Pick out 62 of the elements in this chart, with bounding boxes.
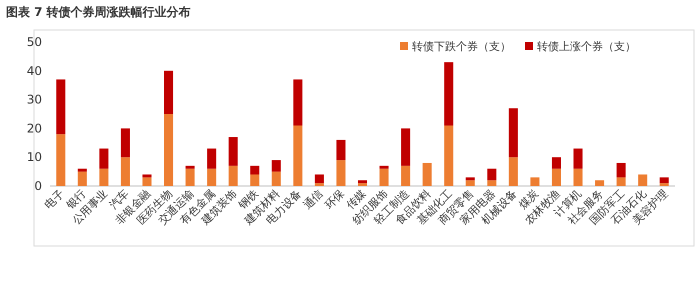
bar — [422, 162, 432, 186]
bar — [616, 177, 626, 186]
y-tick-label: 50 — [26, 35, 42, 49]
bar — [530, 177, 540, 186]
bar — [595, 180, 604, 186]
y-tick-label: 20 — [26, 121, 42, 136]
bar — [336, 160, 346, 186]
bar — [164, 70, 174, 114]
bar — [358, 180, 368, 184]
bar — [142, 177, 152, 186]
bar — [336, 140, 346, 160]
bar — [401, 128, 410, 166]
bar — [272, 172, 281, 186]
bar — [164, 114, 174, 186]
bar — [250, 174, 260, 186]
bar — [508, 108, 518, 158]
bar — [99, 148, 108, 169]
bar — [120, 157, 130, 186]
bar — [207, 148, 216, 169]
y-tick-label: 10 — [26, 150, 42, 164]
bar — [207, 168, 216, 186]
chart-title: 图表 7 转债个券周涨跌幅行业分布 — [6, 5, 191, 19]
bar — [250, 166, 260, 174]
bar — [120, 128, 130, 158]
bar — [228, 137, 238, 166]
y-tick-label: 40 — [26, 64, 42, 78]
bar — [552, 157, 561, 169]
bar — [401, 166, 410, 186]
bar — [358, 183, 368, 186]
bar — [660, 177, 669, 184]
bar — [293, 126, 302, 186]
bar — [552, 168, 561, 186]
bar — [616, 162, 626, 178]
bar — [487, 180, 496, 186]
bar — [272, 160, 281, 172]
bar — [660, 183, 669, 186]
bar — [186, 168, 195, 186]
legend-label: 转债下跌个券（支） — [412, 40, 511, 53]
bar — [228, 166, 238, 186]
bar — [573, 168, 583, 186]
bar — [466, 180, 475, 186]
bar — [314, 174, 324, 184]
bar — [78, 168, 87, 172]
bar — [293, 79, 302, 126]
bar — [487, 168, 496, 180]
bar — [573, 148, 583, 169]
bar — [444, 62, 454, 126]
y-tick-label: 30 — [26, 92, 42, 107]
bar — [99, 168, 108, 186]
x-tick-label: 电子 — [42, 186, 67, 212]
bar — [638, 174, 648, 186]
bar — [56, 134, 66, 186]
bar — [142, 174, 152, 178]
y-tick-label: 0 — [34, 179, 42, 193]
legend-label: 转债上涨个券（支） — [537, 40, 636, 53]
bar — [508, 157, 518, 186]
bar — [444, 126, 454, 186]
bar — [56, 79, 66, 134]
bar — [314, 183, 324, 186]
bar — [380, 168, 389, 186]
bar — [466, 177, 475, 180]
bar — [78, 172, 87, 186]
